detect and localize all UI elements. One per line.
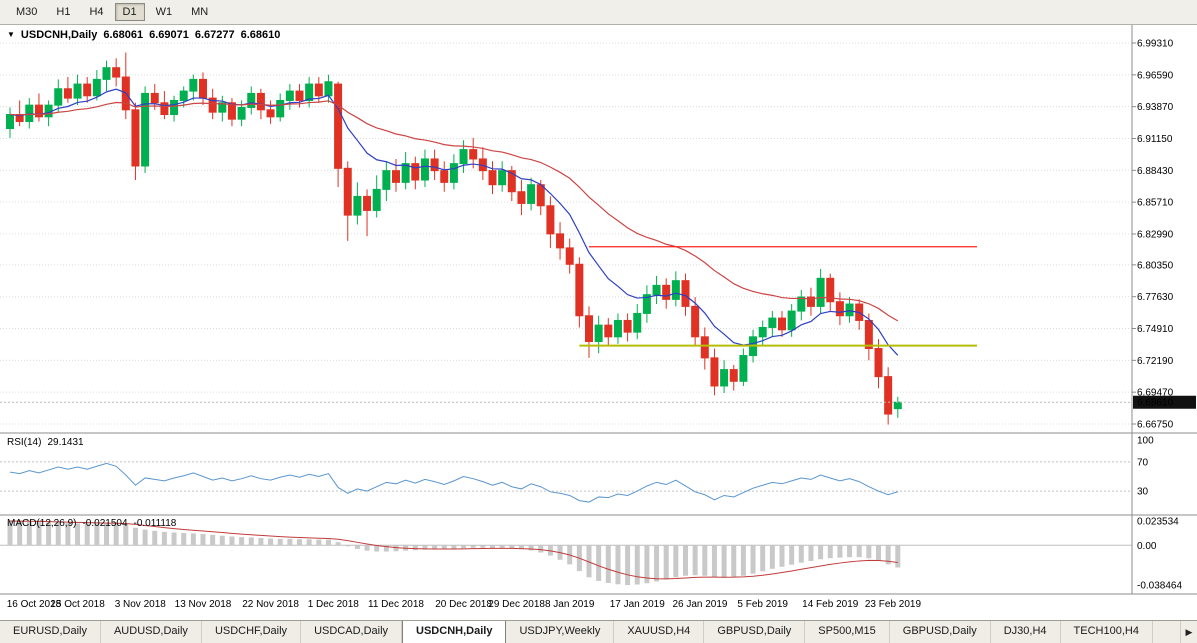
macd-indicator-title: MACD(12,26,9) -0.021504 -0.011118 bbox=[7, 518, 176, 529]
timeframe-button-h1[interactable]: H1 bbox=[56, 6, 71, 18]
price-axis[interactable]: 6.99310 6.96590 6.93870 6.91150 6.88430 6.857… bbox=[1132, 39, 1174, 431]
tab-usdcad-daily[interactable]: USDCAD,Daily bbox=[301, 621, 403, 643]
svg-text:6.88430: 6.88430 bbox=[1137, 166, 1174, 177]
svg-text:30: 30 bbox=[1137, 487, 1149, 498]
tab-dj30-h4[interactable]: DJ30,H4 bbox=[991, 621, 1061, 643]
candles-series bbox=[6, 52, 902, 425]
svg-text:0.023534: 0.023534 bbox=[1137, 517, 1179, 528]
svg-text:70: 70 bbox=[1137, 457, 1149, 468]
ohlc-low: 6.67277 bbox=[194, 29, 235, 41]
macd-pane: 0.023534 0.00 -0.038464 bbox=[0, 517, 1182, 591]
svg-text:100: 100 bbox=[1137, 436, 1154, 447]
macd-label: MACD(12,26,9) bbox=[7, 518, 77, 529]
tab-sp500-m15[interactable]: SP500,M15 bbox=[805, 621, 890, 643]
svg-text:22 Nov 2018: 22 Nov 2018 bbox=[242, 599, 299, 610]
svg-text:-0.038464: -0.038464 bbox=[1137, 580, 1182, 591]
svg-text:26 Jan 2019: 26 Jan 2019 bbox=[672, 599, 727, 610]
collapse-arrow-icon[interactable]: ▼ bbox=[7, 30, 15, 39]
ohlc-close: 6.68610 bbox=[240, 29, 281, 41]
svg-text:14 Feb 2019: 14 Feb 2019 bbox=[802, 599, 859, 610]
current-price-badge: 6.68610 bbox=[1133, 395, 1196, 409]
svg-text:6.85710: 6.85710 bbox=[1137, 198, 1174, 209]
tabs-scroll-right-icon[interactable]: ▶ bbox=[1180, 621, 1197, 643]
svg-text:25 Oct 2018: 25 Oct 2018 bbox=[50, 599, 105, 610]
ma-slow-line bbox=[9, 100, 899, 322]
price-grid bbox=[0, 42, 1132, 425]
chart-title: ▼ USDCNH,Daily 6.68061 6.69071 6.67277 6… bbox=[7, 29, 280, 41]
svg-text:6.93870: 6.93870 bbox=[1137, 102, 1174, 113]
timeframe-toolbar: M30 H1 H4 D1 W1 MN bbox=[0, 0, 1197, 25]
svg-text:6.99310: 6.99310 bbox=[1137, 39, 1174, 50]
svg-text:6.69470: 6.69470 bbox=[1137, 388, 1174, 399]
rsi-label: RSI(14) bbox=[7, 437, 42, 448]
tab-audusd-daily[interactable]: AUDUSD,Daily bbox=[101, 621, 202, 643]
svg-text:6.91150: 6.91150 bbox=[1137, 134, 1173, 145]
pane-separators[interactable] bbox=[0, 25, 1197, 595]
tab-usdjpy-weekly[interactable]: USDJPY,Weekly bbox=[506, 621, 615, 643]
svg-text:13 Nov 2018: 13 Nov 2018 bbox=[175, 599, 232, 610]
chart-tabs: EURUSD,Daily AUDUSD,Daily USDCHF,Daily USDC… bbox=[0, 621, 1197, 643]
chart-symbol-label: USDCNH,Daily bbox=[20, 29, 98, 41]
chart-tabs-bar: EURUSD,Daily AUDUSD,Daily USDCHF,Daily USDC… bbox=[0, 620, 1197, 643]
rsi-value: 29.1431 bbox=[47, 437, 84, 448]
svg-text:5 Feb 2019: 5 Feb 2019 bbox=[737, 599, 788, 610]
timeframe-button-m30[interactable]: M30 bbox=[16, 6, 38, 18]
tab-usdchf-daily[interactable]: USDCHF,Daily bbox=[202, 621, 302, 643]
timeframe-button-w1[interactable]: W1 bbox=[155, 6, 173, 18]
svg-text:0.00: 0.00 bbox=[1137, 541, 1157, 552]
svg-text:23 Feb 2019: 23 Feb 2019 bbox=[865, 599, 922, 610]
timeframe-button-h4[interactable]: H4 bbox=[89, 6, 104, 18]
rsi-pane: 100 70 30 bbox=[0, 436, 1154, 503]
ohlc-open: 6.68061 bbox=[103, 29, 144, 41]
timeframe-button-mn[interactable]: MN bbox=[191, 6, 209, 18]
macd-signal-value: -0.011118 bbox=[133, 518, 177, 529]
svg-text:29 Dec 2018: 29 Dec 2018 bbox=[488, 599, 545, 610]
svg-text:6.68610: 6.68610 bbox=[1137, 398, 1174, 409]
svg-text:6.80350: 6.80350 bbox=[1137, 260, 1174, 271]
svg-text:1 Dec 2018: 1 Dec 2018 bbox=[308, 599, 360, 610]
tab-tech100-h4[interactable]: TECH100,H4 bbox=[1061, 621, 1153, 643]
svg-text:6.72190: 6.72190 bbox=[1137, 356, 1174, 367]
tab-xauusd-h4[interactable]: XAUUSD,H4 bbox=[614, 621, 705, 643]
svg-text:6.66750: 6.66750 bbox=[1137, 420, 1174, 431]
rsi-indicator-title: RSI(14) 29.1431 bbox=[7, 437, 84, 448]
svg-text:6.74910: 6.74910 bbox=[1137, 324, 1174, 335]
svg-text:8 Jan 2019: 8 Jan 2019 bbox=[545, 599, 595, 610]
ma-fast-line bbox=[9, 88, 899, 356]
svg-text:17 Jan 2019: 17 Jan 2019 bbox=[610, 599, 665, 610]
macd-value: -0.021504 bbox=[82, 518, 128, 529]
ohlc-high: 6.69071 bbox=[149, 29, 189, 41]
svg-text:6.82990: 6.82990 bbox=[1137, 229, 1174, 240]
svg-text:20 Dec 2018: 20 Dec 2018 bbox=[435, 599, 492, 610]
svg-text:11 Dec 2018: 11 Dec 2018 bbox=[368, 599, 424, 610]
tab-gbpusd-daily[interactable]: GBPUSD,Daily bbox=[704, 621, 806, 643]
svg-text:16 Oct 2018: 16 Oct 2018 bbox=[7, 599, 62, 610]
svg-text:6.96590: 6.96590 bbox=[1137, 70, 1174, 81]
tab-usdcnh-daily[interactable]: USDCNH,Daily bbox=[402, 621, 507, 643]
timeframe-button-d1[interactable]: D1 bbox=[114, 3, 145, 21]
chart-window: 100 70 30 0.023534 0.00 -0.038464 6.99310 6.9… bbox=[0, 25, 1197, 620]
svg-text:6.77630: 6.77630 bbox=[1137, 292, 1174, 303]
tab-eurusd-daily[interactable]: EURUSD,Daily bbox=[0, 621, 101, 643]
svg-text:3 Nov 2018: 3 Nov 2018 bbox=[115, 599, 167, 610]
tab-gbpusd-daily[interactable]: GBPUSD,Daily bbox=[890, 621, 991, 643]
